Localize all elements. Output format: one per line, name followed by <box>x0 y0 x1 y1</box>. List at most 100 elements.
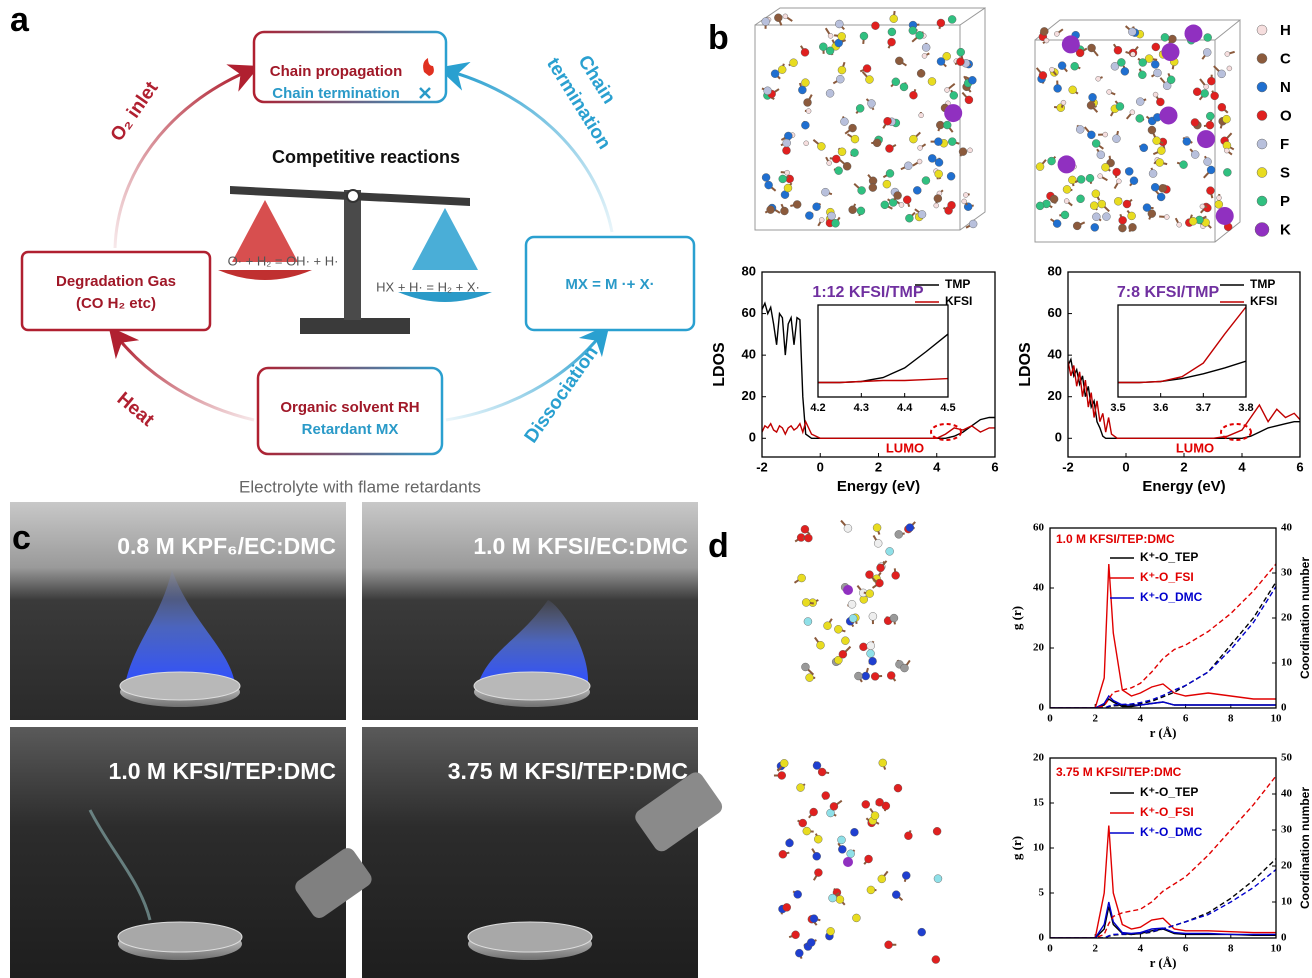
x-axis-label: r (Å) <box>1150 955 1177 970</box>
x-tick-label: 6 <box>991 459 998 474</box>
atom <box>783 139 791 147</box>
atom <box>1151 183 1159 191</box>
atom <box>849 614 857 622</box>
x-tick-label: 10 <box>1271 713 1283 725</box>
atom <box>783 903 791 911</box>
atom <box>829 894 837 902</box>
box-text: (CO H₂ etc) <box>76 295 156 312</box>
series-line <box>1050 564 1276 708</box>
atom <box>894 784 902 792</box>
legend-swatch <box>1257 82 1267 92</box>
atom <box>881 201 889 209</box>
y-tick-label: 5 <box>1039 887 1045 899</box>
y2-tick-label: 30 <box>1281 824 1293 836</box>
atom <box>1184 25 1202 43</box>
atom <box>1140 144 1148 152</box>
atom <box>871 22 879 30</box>
atom <box>890 614 898 622</box>
figure: a Chain propagation Chain termination De… <box>0 0 1312 978</box>
atom <box>1207 166 1215 174</box>
atom <box>869 657 877 665</box>
atom <box>1206 121 1214 129</box>
atom <box>1225 52 1230 57</box>
atom <box>854 672 862 680</box>
atom <box>1096 76 1101 81</box>
atom <box>935 170 943 178</box>
chart: 024681002040600102030401.0 M KFSI/TEP:DM… <box>1009 522 1312 740</box>
atom <box>841 637 849 645</box>
y-tick-label: 15 <box>1033 797 1045 809</box>
atom <box>805 212 813 220</box>
atom <box>884 117 892 125</box>
legend-swatch <box>1257 25 1267 35</box>
atom <box>1092 190 1100 198</box>
atom <box>1204 158 1212 166</box>
y-axis-label: g (r) <box>1009 836 1024 860</box>
atom <box>886 547 894 555</box>
legend-label: O <box>1280 107 1292 124</box>
atom <box>900 664 908 672</box>
panel-d: d <box>708 527 729 565</box>
atom <box>871 812 879 820</box>
y-tick-label: 10 <box>1033 842 1045 854</box>
atom <box>824 622 832 630</box>
atom <box>806 674 814 682</box>
atom <box>871 672 879 680</box>
atom <box>1143 204 1151 212</box>
atom <box>1054 31 1059 36</box>
atom <box>862 800 870 808</box>
x-tick-label: 3.8 <box>1238 402 1253 414</box>
atom <box>909 135 917 143</box>
y2-tick-label: 0 <box>1281 932 1287 944</box>
atom <box>902 871 910 879</box>
atom <box>1159 106 1177 124</box>
atom <box>1200 204 1205 209</box>
series-line <box>1050 826 1276 939</box>
atom <box>874 539 882 547</box>
series-line <box>1050 699 1276 708</box>
atom <box>1129 223 1137 231</box>
atom <box>934 875 942 883</box>
x-tick-label: 4.5 <box>940 402 955 414</box>
atom <box>909 27 917 35</box>
atom <box>857 207 865 215</box>
atom <box>892 571 900 579</box>
atom <box>905 214 913 222</box>
x-axis-label: Energy (eV) <box>837 478 920 495</box>
annotation: LUMO <box>886 440 924 455</box>
arc-label: O₂ inlet <box>107 77 163 145</box>
atom <box>782 147 790 155</box>
atom <box>1204 84 1209 89</box>
atom <box>804 141 809 146</box>
series-line <box>1050 564 1276 708</box>
caption: Electrolyte with flame retardants <box>239 477 481 496</box>
atom <box>957 48 965 56</box>
atom <box>847 850 855 858</box>
atom <box>1036 163 1044 171</box>
atom <box>804 534 812 542</box>
atom <box>935 158 943 166</box>
atom <box>834 625 842 633</box>
atom <box>1068 176 1076 184</box>
atom <box>1154 69 1162 77</box>
atom <box>1088 44 1096 52</box>
atom <box>838 66 846 74</box>
atom <box>878 875 886 883</box>
atom <box>849 124 857 132</box>
atom <box>1061 100 1066 105</box>
atom <box>1139 59 1147 67</box>
atom <box>836 75 844 83</box>
atom <box>913 186 921 194</box>
atom <box>965 96 973 104</box>
atom <box>832 155 840 163</box>
atom <box>1049 67 1054 72</box>
atom <box>822 792 830 800</box>
legend-swatch <box>1257 196 1267 206</box>
panel-label: c <box>12 519 31 557</box>
atom <box>922 53 927 58</box>
atom <box>867 99 875 107</box>
series-line <box>1050 587 1276 709</box>
atom <box>1191 118 1199 126</box>
atom <box>838 32 846 40</box>
x-tick-label: 2 <box>1092 713 1098 725</box>
